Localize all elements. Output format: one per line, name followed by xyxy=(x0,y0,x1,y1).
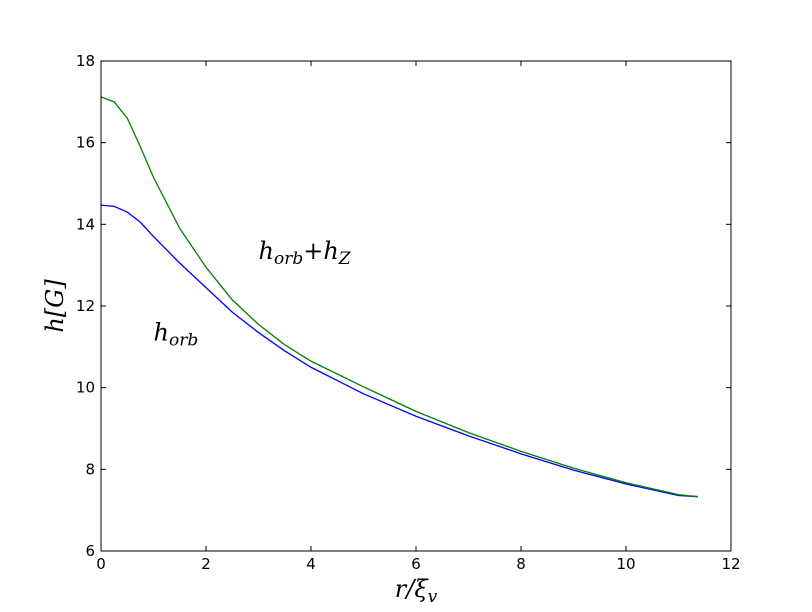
subscript: v xyxy=(428,587,438,607)
text-part: h xyxy=(259,237,274,265)
x-tick-label: 8 xyxy=(516,555,526,573)
x-tick-label: 6 xyxy=(411,555,421,573)
subscript: orb xyxy=(169,331,198,351)
x-tick-label: 12 xyxy=(721,555,740,573)
text-part: h[G] xyxy=(41,279,69,333)
text-part: r/ξ xyxy=(395,575,430,603)
x-tick-label: 4 xyxy=(306,555,316,573)
text-part: +h xyxy=(303,237,339,265)
subscript: orb xyxy=(274,249,303,269)
x-tick-label: 10 xyxy=(616,555,635,573)
line-series xyxy=(100,96,698,498)
text-part: h xyxy=(154,319,169,347)
x-tick-label: 0 xyxy=(96,555,106,573)
y-axis-label: h[G] xyxy=(41,279,69,333)
annotation: horb xyxy=(154,319,199,351)
annotation: horb+hZ xyxy=(259,237,352,269)
x-tick-label: 2 xyxy=(201,555,211,573)
y-tick-label: 12 xyxy=(76,297,95,315)
y-tick-label: 18 xyxy=(76,52,95,70)
y-tick-label: 16 xyxy=(76,134,95,152)
subscript: Z xyxy=(338,249,352,269)
x-axis-label: r/ξv xyxy=(395,575,438,607)
y-tick-label: 14 xyxy=(76,215,95,233)
line-series xyxy=(100,204,698,498)
y-tick-label: 10 xyxy=(76,379,95,397)
y-tick-label: 6 xyxy=(85,542,95,560)
y-tick-label: 8 xyxy=(85,460,95,478)
